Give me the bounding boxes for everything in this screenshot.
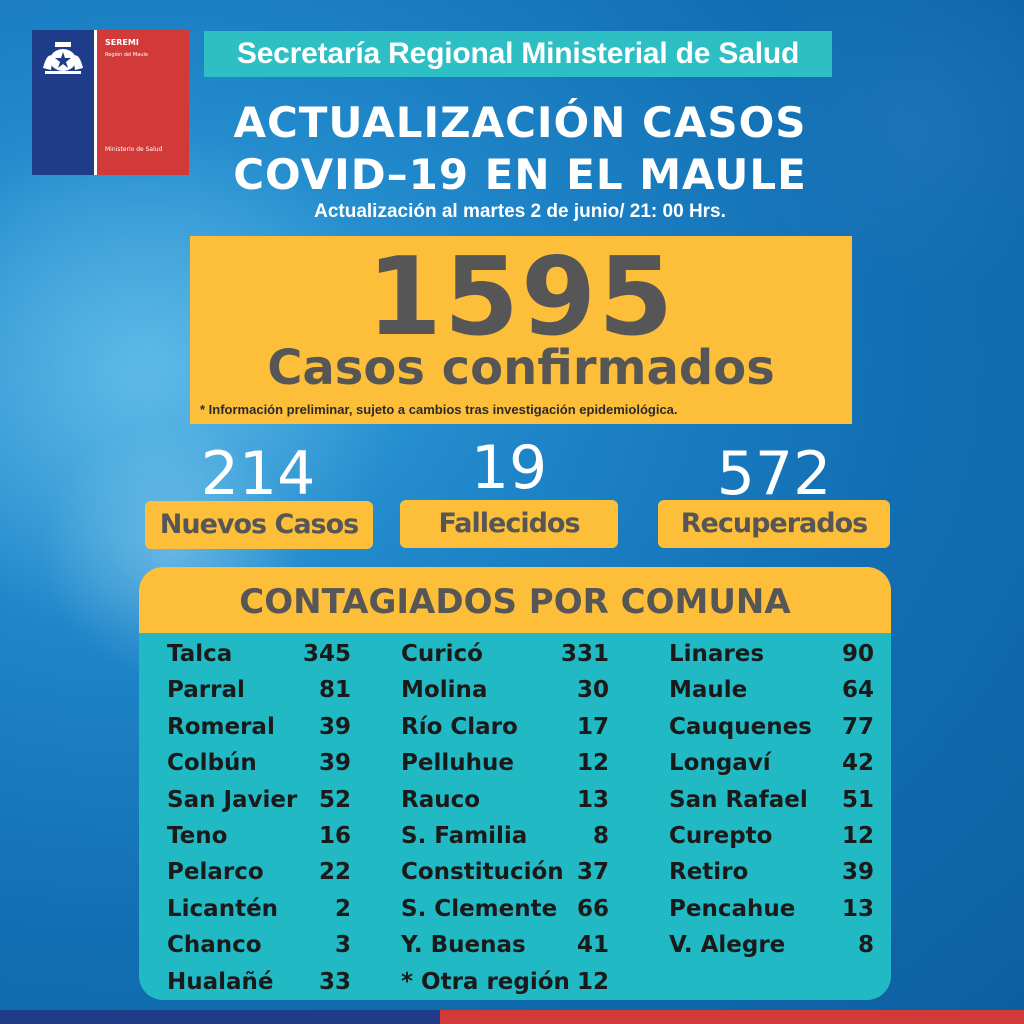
logo-blue-panel	[32, 30, 94, 175]
comuna-value: 12	[576, 750, 609, 777]
comuna-name: Retiro	[669, 859, 749, 886]
logo-red-panel: SEREMI Región del Maule Ministerio de Sa…	[94, 30, 189, 175]
comuna-name: Romeral	[167, 713, 275, 740]
comuna-name: Pencahue	[669, 895, 796, 922]
comuna-name: Teno	[167, 823, 228, 849]
comuna-name: V. Alegre	[669, 932, 786, 959]
comuna-name: Pelluhue	[401, 750, 514, 777]
title-line-2: COVID–19 EN EL MAULE	[233, 150, 807, 199]
comuna-name: Río Claro	[401, 713, 518, 740]
stripe-blue	[0, 1010, 440, 1024]
comuna-value: 39	[318, 750, 351, 777]
comuna-name: Longaví	[669, 750, 771, 777]
bottom-flag-stripe	[0, 1010, 1024, 1024]
comuna-value: 12	[841, 823, 874, 849]
recovered-label: Recuperados	[658, 500, 890, 548]
comuna-value: 37	[576, 859, 609, 886]
comuna-value: 2	[334, 895, 351, 922]
comuna-name: Rauco	[401, 786, 481, 813]
comunas-panel: CONTAGIADOS POR COMUNA Talca 345 Parral 81 R…	[139, 567, 891, 1000]
comuna-name: Talca	[167, 641, 233, 667]
comuna-name: S. Clemente	[401, 895, 558, 922]
comuna-value: 42	[841, 750, 874, 777]
comuna-value: 16	[318, 823, 351, 849]
comuna-name: Y. Buenas	[401, 932, 526, 959]
comuna-value: 81	[318, 677, 351, 704]
comuna-value: 12	[576, 968, 609, 995]
logo-region-text: Región del Maule	[105, 52, 148, 58]
comuna-name: Linares	[669, 641, 765, 667]
comunas-header: CONTAGIADOS POR COMUNA	[139, 567, 891, 633]
update-date: Actualización al martes 2 de junio/ 21: …	[314, 201, 726, 222]
comuna-value: 66	[576, 895, 609, 922]
stripe-red	[440, 1010, 1024, 1024]
comuna-name: Licantén	[167, 895, 279, 922]
comuna-value: 77	[841, 713, 874, 740]
new-cases-label: Nuevos Casos	[145, 501, 373, 549]
comuna-value: 8	[592, 823, 609, 849]
comuna-value: 13	[576, 786, 609, 813]
title-line-1: ACTUALIZACIÓN CASOS	[233, 98, 807, 147]
comuna-name: Hualañé	[167, 968, 274, 995]
recovered-value: 572	[716, 439, 832, 509]
comuna-name: Pelarco	[167, 859, 264, 886]
comuna-name: * Otra región	[401, 968, 570, 995]
comuna-name: San Rafael	[669, 786, 808, 813]
confirmed-cases-value: 1595	[366, 235, 676, 360]
comuna-name: San Javier	[167, 786, 298, 813]
comuna-value: 51	[841, 786, 874, 813]
new-cases-value: 214	[200, 439, 316, 509]
comuna-value: 17	[576, 713, 609, 740]
comuna-name: Curepto	[669, 823, 773, 849]
seremi-logo: SEREMI Región del Maule Ministerio de Sa…	[32, 30, 189, 175]
preliminary-note: * Información preliminar, sujeto a cambi…	[200, 402, 678, 417]
comuna-value: 13	[841, 895, 874, 922]
comuna-value: 52	[318, 786, 351, 813]
comunas-title: CONTAGIADOS POR COMUNA	[239, 582, 791, 622]
comuna-value: 33	[318, 968, 351, 995]
logo-ministerio-text: Ministerio de Salud	[105, 146, 163, 153]
comuna-name: Cauquenes	[669, 713, 812, 740]
confirmed-cases-label: Casos confirmados	[267, 340, 775, 396]
comuna-name: Chanco	[167, 932, 262, 959]
comuna-value: 8	[857, 932, 874, 959]
comuna-value: 39	[318, 713, 351, 740]
comuna-value: 30	[576, 677, 609, 704]
comuna-name: S. Familia	[401, 823, 528, 849]
chile-coat-of-arms-icon	[43, 42, 83, 74]
comuna-value: 345	[302, 641, 351, 667]
comuna-name: Maule	[669, 677, 748, 704]
comuna-value: 3	[334, 932, 351, 959]
secretaria-banner: Secretaría Regional Ministerial de Salud	[204, 31, 832, 77]
comuna-name: Parral	[167, 677, 245, 704]
comuna-value: 39	[841, 859, 874, 886]
comuna-name: Colbún	[167, 750, 257, 777]
comuna-value: 41	[576, 932, 609, 959]
comuna-name: Curicó	[401, 641, 483, 667]
confirmed-cases-box: 1595 Casos confirmados * Información pre…	[190, 236, 852, 424]
comuna-name: Molina	[401, 677, 488, 704]
deaths-label: Fallecidos	[400, 500, 618, 548]
comuna-value: 90	[841, 641, 874, 667]
logo-seremi-text: SEREMI	[105, 38, 139, 47]
comuna-value: 331	[560, 641, 609, 667]
comuna-name: Constitución	[401, 859, 564, 886]
deaths-value: 19	[470, 433, 548, 503]
comuna-value: 64	[841, 677, 874, 704]
comuna-value: 22	[318, 859, 351, 886]
